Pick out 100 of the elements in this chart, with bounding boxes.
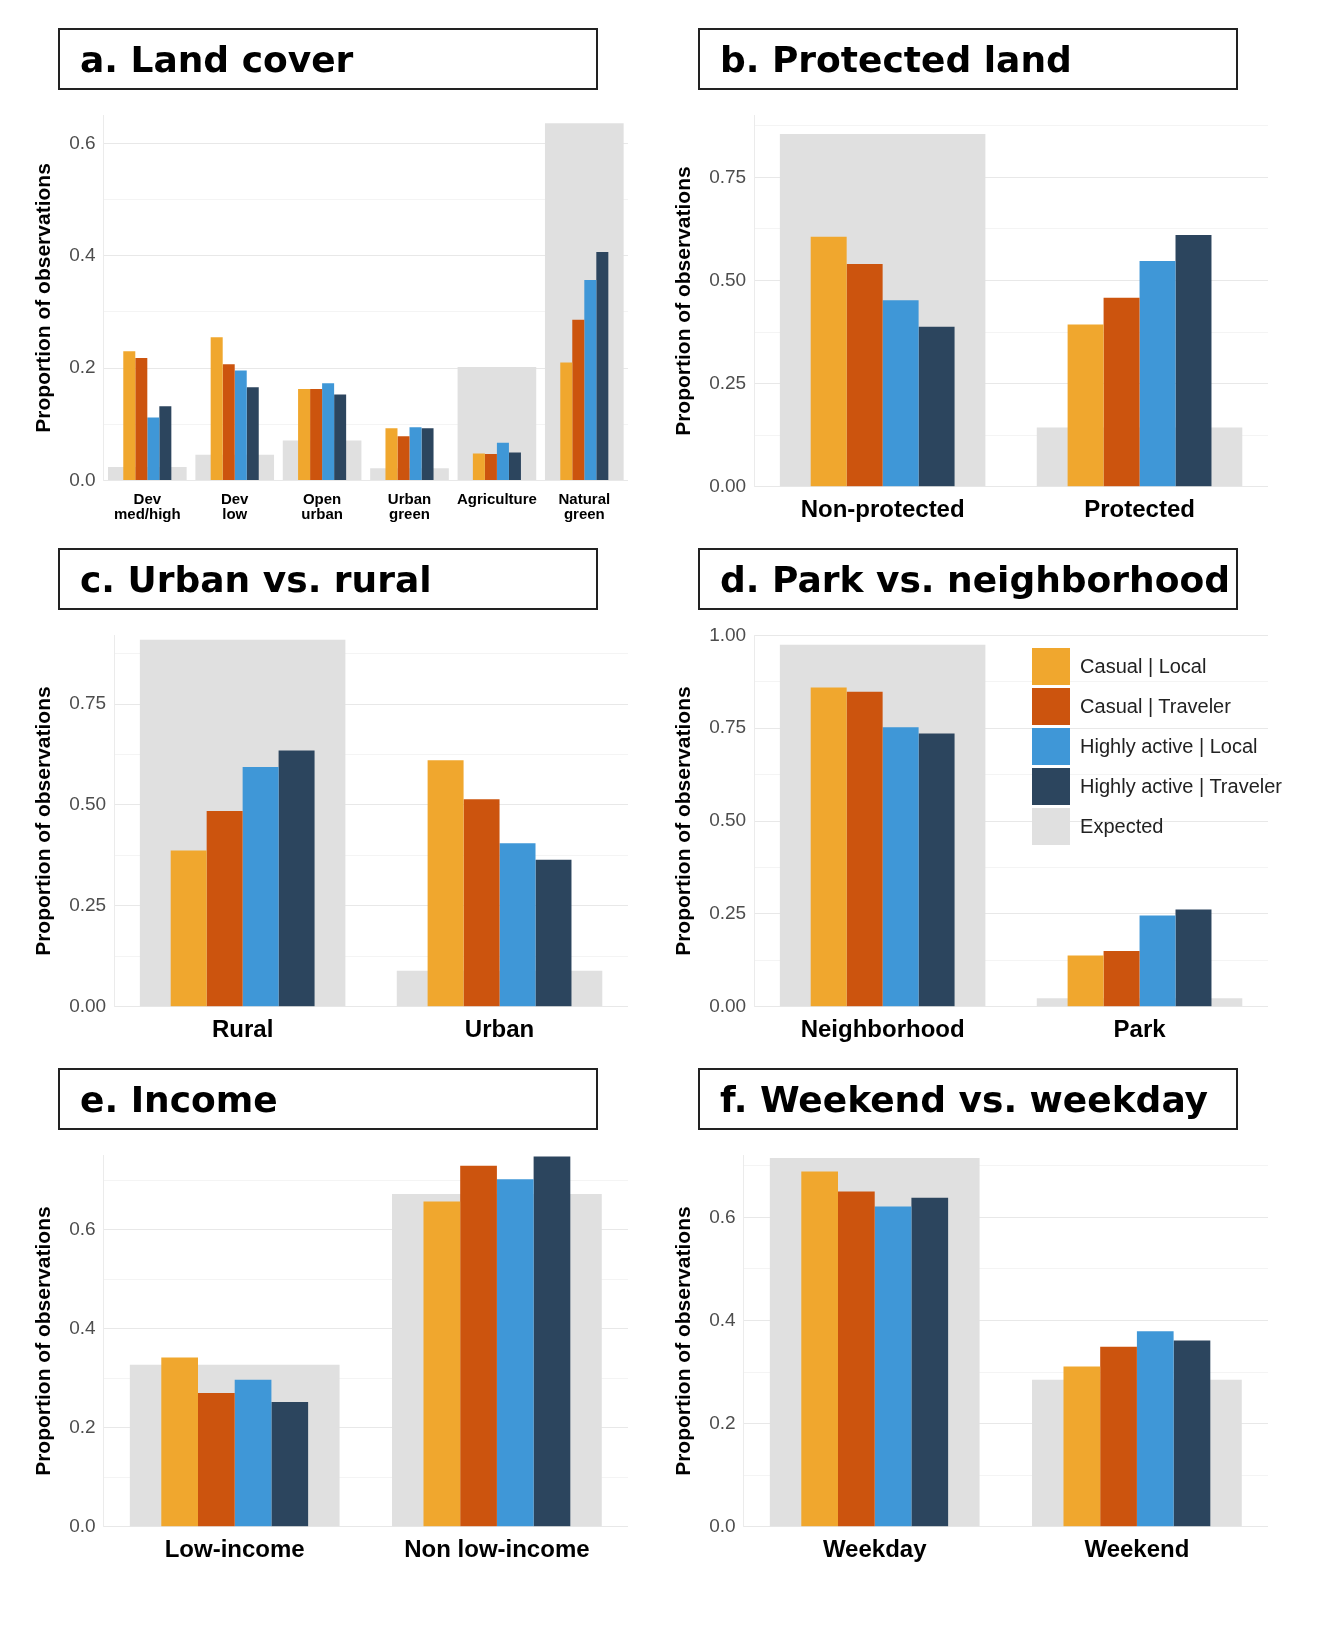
bar bbox=[234, 370, 247, 480]
bar bbox=[246, 387, 259, 480]
bar bbox=[463, 799, 500, 1007]
chart-title: c. Urban vs. rural bbox=[58, 548, 598, 610]
bar bbox=[161, 1357, 198, 1527]
bar bbox=[499, 843, 536, 1007]
chart-title: a. Land cover bbox=[58, 28, 598, 90]
bar bbox=[508, 452, 521, 480]
bar bbox=[1103, 951, 1140, 1007]
bar bbox=[584, 279, 597, 480]
bar bbox=[427, 760, 464, 1007]
x-tick-label: Agriculture bbox=[456, 489, 537, 507]
bar bbox=[278, 750, 315, 1007]
bar bbox=[846, 691, 883, 1007]
bar bbox=[535, 859, 572, 1007]
bar bbox=[533, 1156, 571, 1527]
y-axis-title: Proportion of observations bbox=[671, 1206, 695, 1476]
bar bbox=[882, 300, 919, 487]
y-tick-label: 0.0 bbox=[69, 1515, 96, 1537]
y-tick-label: 0.4 bbox=[69, 244, 97, 266]
y-tick-label: 0.6 bbox=[709, 1205, 736, 1227]
x-tick-label: Urban bbox=[464, 1015, 535, 1043]
bar bbox=[210, 337, 223, 480]
chart-title: d. Park vs. neighborhood bbox=[698, 548, 1238, 610]
bar bbox=[397, 436, 410, 480]
bar bbox=[484, 454, 497, 480]
bar bbox=[801, 1171, 838, 1527]
bar bbox=[846, 263, 883, 487]
y-tick-label: 0.6 bbox=[69, 131, 96, 153]
y-tick-label: 0.00 bbox=[69, 995, 107, 1017]
bar bbox=[874, 1206, 912, 1527]
bar bbox=[222, 364, 235, 480]
y-tick-label: 0.50 bbox=[709, 268, 747, 290]
y-tick-label: 0.2 bbox=[69, 356, 96, 378]
legend-label: Casual | Traveler bbox=[1080, 694, 1231, 718]
x-tick-label: Neighborhood bbox=[800, 1015, 965, 1043]
bar bbox=[421, 428, 434, 480]
bar bbox=[1139, 915, 1176, 1007]
y-tick-label: 0.75 bbox=[709, 165, 747, 187]
bar bbox=[1175, 909, 1212, 1007]
y-axis-title: Proportion of observations bbox=[31, 1206, 55, 1476]
bar bbox=[198, 1393, 235, 1527]
bar bbox=[496, 1179, 534, 1527]
bar bbox=[423, 1201, 461, 1527]
bar bbox=[147, 417, 160, 480]
legend-label: Highly active | Local bbox=[1080, 734, 1258, 758]
bar bbox=[911, 1197, 949, 1527]
y-tick-label: 0.00 bbox=[709, 995, 747, 1017]
y-tick-label: 1.00 bbox=[709, 623, 747, 645]
bar bbox=[918, 733, 955, 1007]
y-axis-title: Proportion of observations bbox=[31, 163, 55, 433]
x-tick-label: Natural green bbox=[558, 489, 611, 523]
y-tick-label: 0.75 bbox=[709, 716, 747, 738]
bar bbox=[1103, 297, 1140, 487]
y-tick-label: 0.25 bbox=[709, 902, 747, 924]
bar bbox=[1067, 324, 1104, 487]
chart-title: e. Income bbox=[58, 1068, 598, 1130]
y-tick-label: 0.0 bbox=[69, 468, 96, 490]
bar bbox=[170, 850, 207, 1007]
x-tick-label: Non-protected bbox=[800, 495, 965, 523]
y-tick-label: 0.50 bbox=[709, 809, 747, 831]
bar bbox=[385, 428, 398, 480]
y-axis-title: Proportion of observations bbox=[671, 686, 695, 956]
x-tick-label: Weekend bbox=[1084, 1535, 1190, 1563]
y-tick-label: 0.50 bbox=[69, 793, 107, 815]
bar bbox=[310, 388, 323, 480]
bar bbox=[472, 453, 485, 480]
y-tick-label: 0.2 bbox=[709, 1411, 736, 1433]
bar bbox=[1100, 1346, 1137, 1527]
bar bbox=[1173, 1340, 1211, 1527]
bar bbox=[1136, 1331, 1174, 1527]
y-tick-label: 0.6 bbox=[69, 1217, 96, 1239]
bar bbox=[810, 236, 847, 487]
bar bbox=[1139, 261, 1176, 487]
bar bbox=[596, 251, 609, 480]
x-tick-label: Dev med/high bbox=[113, 489, 181, 523]
legend-label: Expected bbox=[1080, 814, 1164, 838]
bar bbox=[560, 362, 573, 480]
y-tick-label: 0.25 bbox=[709, 371, 747, 393]
y-axis-title: Proportion of observations bbox=[671, 166, 695, 436]
legend-label: Casual | Local bbox=[1080, 654, 1207, 678]
y-tick-label: 0.4 bbox=[709, 1308, 737, 1330]
bar bbox=[810, 687, 847, 1007]
bar bbox=[882, 727, 919, 1007]
bar bbox=[838, 1191, 875, 1527]
bar bbox=[1063, 1366, 1101, 1527]
bar bbox=[460, 1165, 497, 1527]
bar bbox=[322, 383, 335, 480]
bar bbox=[1175, 235, 1212, 487]
chart-title: b. Protected land bbox=[698, 28, 1238, 90]
x-tick-label: Protected bbox=[1084, 495, 1195, 523]
bar bbox=[242, 767, 279, 1007]
bar bbox=[334, 394, 347, 480]
bar bbox=[298, 388, 311, 480]
x-tick-label: Rural bbox=[211, 1015, 274, 1043]
x-tick-label: Non low-income bbox=[404, 1535, 590, 1563]
y-tick-label: 0.25 bbox=[69, 894, 107, 916]
x-tick-label: Park bbox=[1113, 1015, 1167, 1043]
x-tick-label: Urban green bbox=[387, 489, 432, 523]
y-tick-label: 0.75 bbox=[69, 692, 107, 714]
